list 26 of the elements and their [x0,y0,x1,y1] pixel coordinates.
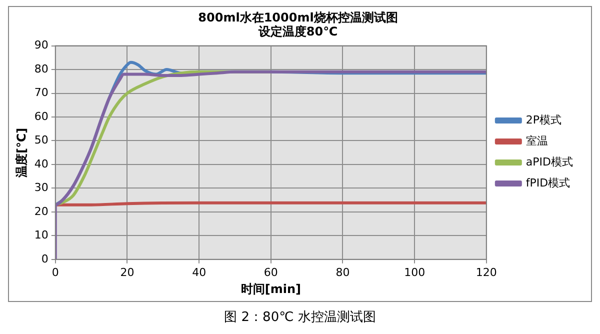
x-tick-label: 0 [52,266,59,279]
y-tick-label: 30 [34,181,48,194]
y-tick-label: 70 [34,86,48,100]
x-tick-label: 40 [192,266,206,279]
x-tick-label: 80 [336,266,350,279]
legend-label: fPID模式 [526,176,570,190]
y-tick-label: 80 [34,62,48,76]
x-tick-label: 120 [476,266,497,279]
chart-title: 800ml水在1000ml烧杯控温测试图 [198,10,398,24]
x-tick-label: 20 [120,266,134,279]
caption: 图 2：80℃ 水控温测试图 [223,309,377,326]
x-tick-label: 60 [264,266,278,279]
chart-subtitle: 设定温度80℃ [257,24,338,39]
y-axis-title: 温度[℃] [14,128,28,178]
y-tick-label: 60 [34,110,48,123]
legend-label: aPID模式 [526,155,574,168]
y-tick-label: 10 [34,228,48,242]
y-tick-label: 40 [34,157,48,170]
y-tick-label: 0 [41,252,48,266]
y-tick-label: 20 [34,204,48,218]
legend-label: 2P模式 [526,113,562,126]
x-axis-title: 时间[min] [240,282,301,296]
x-tick-label: 100 [404,266,426,279]
legend-label: 室温 [526,134,548,148]
y-tick-label: 90 [34,38,48,52]
y-tick-label: 50 [34,134,48,147]
